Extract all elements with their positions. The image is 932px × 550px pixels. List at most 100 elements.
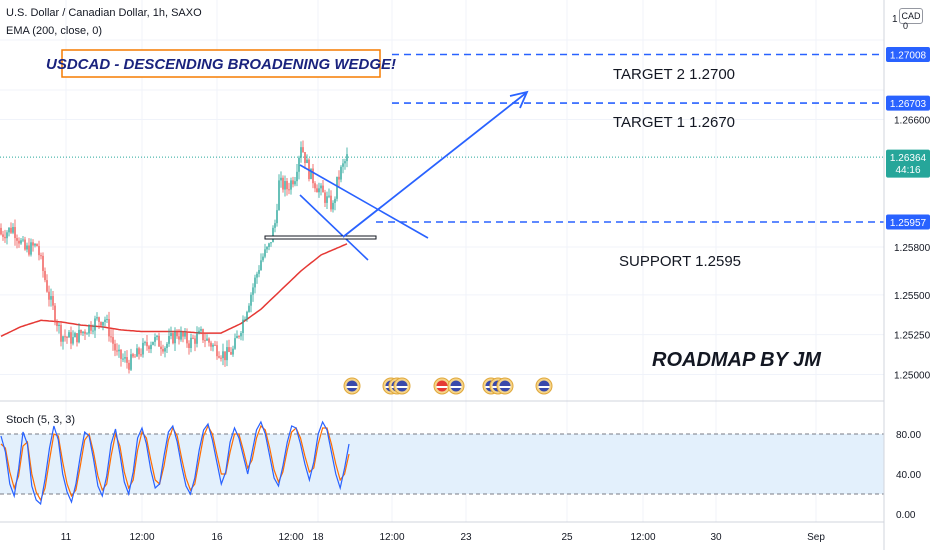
- candle: [304, 151, 306, 169]
- stoch-lines: [0, 420, 350, 506]
- candle: [280, 171, 282, 188]
- event-flag-icon: [393, 377, 411, 395]
- candle: [250, 292, 252, 313]
- countdown-label: 44:16: [895, 165, 920, 176]
- candle-body: [56, 322, 58, 326]
- candle-body: [70, 332, 72, 344]
- candle-body: [186, 332, 188, 344]
- candle: [300, 141, 302, 163]
- target2-label: TARGET 2 1.2700: [613, 66, 735, 83]
- candle: [330, 190, 332, 212]
- price-tick-label: 1.25000: [894, 371, 931, 382]
- target-arrow-head: [509, 90, 529, 109]
- candle-body: [282, 177, 284, 190]
- price-tick-label: 1.25500: [894, 291, 931, 302]
- candle-body: [258, 270, 260, 274]
- candle-body: [72, 337, 74, 344]
- candle: [194, 335, 196, 352]
- candle: [6, 230, 8, 245]
- candle-body: [68, 332, 70, 338]
- candle: [210, 340, 212, 351]
- candle: [86, 332, 88, 335]
- candle: [226, 340, 228, 367]
- candle: [316, 184, 318, 193]
- candle-body: [78, 329, 80, 343]
- candle-body: [340, 166, 342, 180]
- candle-body: [334, 198, 336, 203]
- event-flag-icon: [343, 377, 361, 395]
- candle: [342, 158, 344, 174]
- candle: [130, 348, 132, 372]
- candle-body: [162, 349, 164, 352]
- candle: [230, 347, 232, 356]
- candle: [106, 314, 108, 323]
- price-label-support: [886, 214, 930, 230]
- candle-body: [4, 236, 6, 239]
- candle: [122, 353, 124, 363]
- time-tick-label: 12:00: [129, 532, 154, 543]
- candle: [174, 327, 176, 351]
- candle-body: [46, 280, 48, 292]
- candle: [50, 288, 52, 307]
- candle-body: [300, 147, 302, 158]
- currency-button[interactable]: CAD: [899, 8, 923, 24]
- event-icon-stripe: [538, 386, 550, 388]
- candle-body: [286, 181, 288, 190]
- candle: [10, 222, 12, 235]
- candle-body: [246, 311, 248, 320]
- candles: [0, 140, 348, 374]
- candle: [100, 321, 102, 327]
- candle: [276, 203, 278, 227]
- ema-legend[interactable]: EMA (200, close, 0): [6, 25, 102, 37]
- candle: [216, 341, 218, 360]
- event-icon-stripe: [450, 386, 462, 388]
- candle: [68, 330, 70, 338]
- candle: [286, 177, 288, 196]
- candle-body: [304, 152, 306, 164]
- candle: [242, 315, 244, 341]
- candle: [20, 238, 22, 245]
- candle-body: [202, 329, 204, 341]
- candle: [260, 253, 262, 271]
- candle-body: [112, 337, 114, 344]
- candle-body: [342, 163, 344, 167]
- candle: [70, 326, 72, 350]
- candle-body: [320, 185, 322, 189]
- candle: [42, 252, 44, 278]
- event-icon-stripe: [396, 386, 408, 388]
- candle: [206, 334, 208, 341]
- candle-body: [24, 239, 26, 250]
- candle: [346, 147, 348, 168]
- stoch-legend[interactable]: Stoch (5, 3, 3): [6, 414, 76, 426]
- candle: [336, 176, 338, 202]
- candle: [324, 189, 326, 207]
- candle-body: [124, 357, 126, 359]
- candle-body: [224, 351, 226, 361]
- candle-body: [216, 345, 218, 357]
- candle: [244, 316, 246, 321]
- candle-body: [326, 196, 328, 203]
- candle-body: [330, 195, 332, 210]
- symbol-title[interactable]: U.S. Dollar / Canadian Dollar, 1h, SAXO: [6, 7, 202, 19]
- candle-body: [42, 255, 44, 271]
- candle-body: [250, 294, 252, 306]
- candle: [202, 328, 204, 343]
- candle-body: [96, 317, 98, 319]
- candle: [240, 331, 242, 341]
- candle: [164, 346, 166, 358]
- candle: [46, 274, 48, 293]
- candle-body: [238, 336, 240, 338]
- time-tick-label: 16: [211, 532, 223, 543]
- time-tick-label: 12:00: [379, 532, 404, 543]
- candle-body: [32, 242, 34, 246]
- candle-body: [294, 181, 296, 185]
- candle-body: [284, 181, 286, 190]
- candle: [180, 326, 182, 342]
- candle-body: [336, 176, 338, 199]
- candle: [334, 196, 336, 211]
- candle-body: [76, 333, 78, 343]
- candle: [208, 337, 210, 347]
- candle-body: [264, 249, 266, 257]
- candle-body: [332, 202, 334, 210]
